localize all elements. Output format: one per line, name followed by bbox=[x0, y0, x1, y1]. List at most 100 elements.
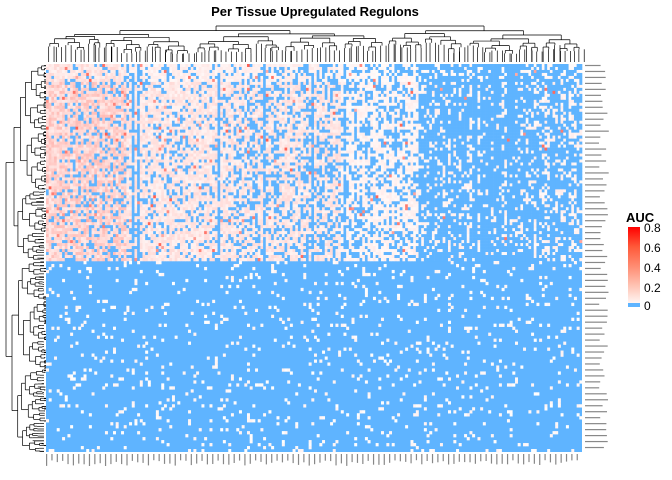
heatmap-cell bbox=[496, 120, 500, 124]
heatmap-cell bbox=[568, 66, 572, 71]
heatmap-cell bbox=[102, 120, 106, 124]
heatmap-cell bbox=[490, 114, 494, 119]
heatmap-cell bbox=[437, 78, 441, 83]
heatmap-cell bbox=[236, 102, 240, 107]
heatmap-cell bbox=[297, 87, 301, 92]
heatmap-cell bbox=[201, 96, 205, 101]
heatmap-cell bbox=[472, 105, 476, 110]
heatmap-cell bbox=[525, 75, 529, 80]
heatmap-cell bbox=[147, 72, 151, 77]
heatmap-cell bbox=[102, 81, 106, 86]
heatmap-cell bbox=[174, 108, 178, 113]
heatmap-cell bbox=[493, 66, 497, 71]
heatmap-cell bbox=[247, 117, 250, 121]
heatmap-cell bbox=[118, 114, 122, 119]
heatmap-cell bbox=[346, 114, 350, 119]
heatmap-cell bbox=[343, 64, 347, 68]
heatmap-cell bbox=[480, 72, 484, 77]
heatmap-cell bbox=[163, 114, 167, 119]
heatmap-cell bbox=[533, 90, 537, 95]
heatmap-cell bbox=[399, 66, 403, 71]
heatmap-cell bbox=[407, 75, 411, 80]
heatmap-cell bbox=[563, 87, 567, 92]
heatmap-cell bbox=[241, 75, 245, 80]
heatmap-cell bbox=[512, 75, 516, 80]
heatmap-cell bbox=[238, 72, 242, 77]
heatmap-cell bbox=[375, 90, 379, 95]
heatmap-cell bbox=[330, 75, 334, 80]
heatmap-cell bbox=[86, 87, 90, 92]
heatmap-cell bbox=[555, 120, 559, 124]
heatmap-cell bbox=[161, 72, 165, 77]
heatmap-cell bbox=[110, 105, 114, 110]
heatmap-cell bbox=[70, 105, 74, 110]
heatmap-cell bbox=[104, 114, 108, 119]
heatmap-cell bbox=[386, 66, 390, 71]
heatmap-cell bbox=[415, 72, 419, 77]
heatmap-cell bbox=[555, 93, 559, 98]
heatmap-cell bbox=[134, 87, 138, 92]
heatmap-cell bbox=[402, 90, 406, 95]
heatmap-cell bbox=[563, 105, 567, 110]
heatmap-cell bbox=[474, 102, 478, 107]
heatmap-cell bbox=[190, 93, 194, 98]
heatmap-cell bbox=[568, 69, 572, 74]
heatmap-cell bbox=[316, 66, 320, 71]
heatmap-cell bbox=[244, 120, 248, 124]
heatmap-cell bbox=[375, 93, 379, 98]
heatmap-cell bbox=[348, 111, 352, 116]
heatmap-cell bbox=[295, 64, 299, 68]
heatmap-cell bbox=[381, 93, 384, 98]
heatmap-cell bbox=[356, 93, 360, 98]
heatmap-cell bbox=[311, 84, 315, 89]
heatmap-cell bbox=[332, 93, 336, 98]
heatmap-cell bbox=[477, 105, 481, 110]
heatmap-cell bbox=[155, 114, 159, 119]
heatmap-cell bbox=[322, 105, 326, 110]
heatmap-cell bbox=[405, 66, 409, 71]
heatmap-cell bbox=[83, 108, 87, 113]
heatmap-cell bbox=[121, 123, 125, 127]
heatmap-cell bbox=[531, 99, 535, 104]
heatmap-cell bbox=[212, 87, 216, 92]
heatmap-cell bbox=[421, 78, 425, 83]
heatmap-cell bbox=[573, 72, 577, 77]
heatmap-cell bbox=[496, 99, 500, 104]
heatmap-cell bbox=[67, 96, 71, 101]
heatmap-cell bbox=[201, 75, 205, 80]
heatmap-cell bbox=[346, 64, 350, 68]
heatmap-cell bbox=[493, 93, 497, 98]
heatmap-cell bbox=[289, 78, 293, 83]
heatmap-cell bbox=[485, 87, 489, 92]
heatmap-cell bbox=[241, 117, 245, 121]
heatmap-cell bbox=[51, 81, 55, 86]
heatmap-cell bbox=[523, 66, 527, 71]
heatmap-cell bbox=[520, 96, 524, 101]
heatmap-cell bbox=[528, 72, 532, 77]
heatmap-cell bbox=[429, 93, 433, 98]
heatmap-cell bbox=[174, 93, 178, 98]
heatmap-cell bbox=[99, 64, 103, 68]
heatmap-cell bbox=[386, 84, 390, 89]
heatmap-cell bbox=[107, 99, 111, 104]
heatmap-cell bbox=[142, 87, 146, 92]
heatmap-cell bbox=[399, 93, 403, 98]
heatmap-cell bbox=[292, 96, 296, 101]
heatmap-cell bbox=[429, 108, 433, 113]
heatmap-cell bbox=[70, 108, 74, 113]
heatmap-cell bbox=[335, 78, 339, 83]
heatmap-cell bbox=[319, 99, 323, 104]
heatmap-cell bbox=[238, 105, 242, 110]
heatmap-cell bbox=[129, 108, 133, 113]
heatmap-cell bbox=[466, 87, 470, 92]
heatmap-cell bbox=[244, 64, 248, 68]
heatmap-cell bbox=[70, 123, 74, 127]
heatmap-cell bbox=[410, 108, 414, 113]
heatmap-cell bbox=[64, 66, 68, 71]
heatmap-cell bbox=[102, 117, 106, 121]
heatmap-cell bbox=[163, 87, 167, 92]
heatmap-cell bbox=[346, 99, 350, 104]
heatmap-cell bbox=[230, 105, 234, 110]
heatmap-cell bbox=[271, 72, 275, 77]
heatmap-cell bbox=[458, 96, 462, 101]
